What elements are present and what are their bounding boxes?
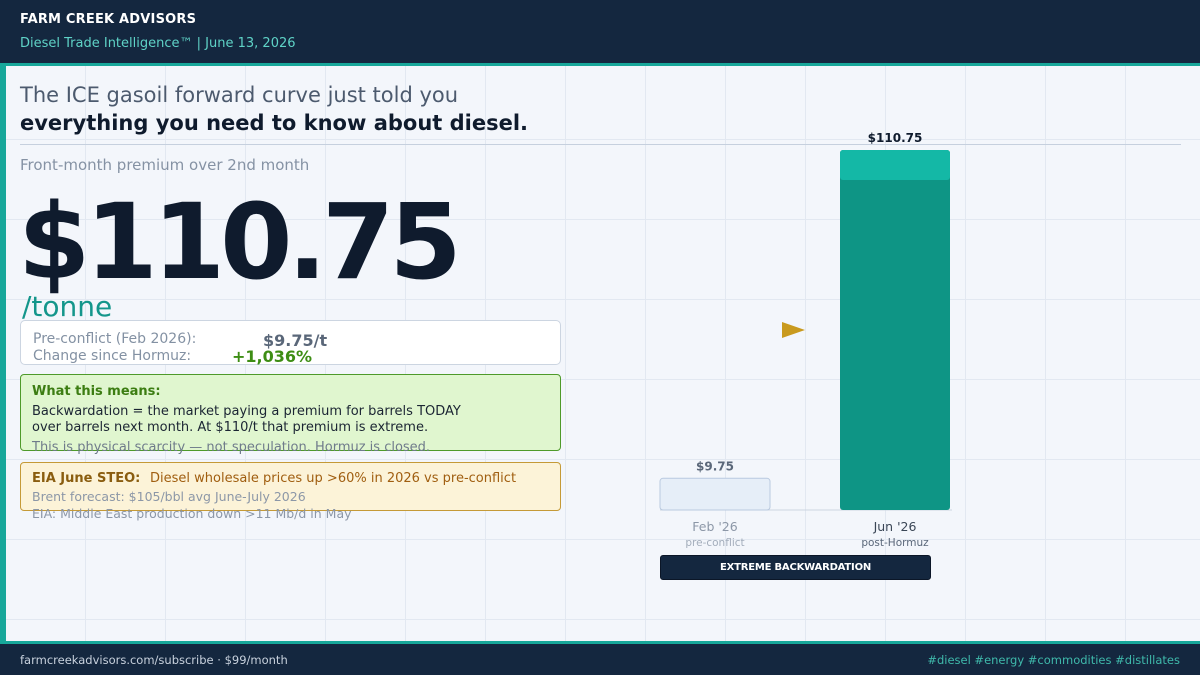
bar-1-highlight [840,150,950,180]
category-label-1: Jun '26 [873,519,917,534]
publication-date: June 13, 2026 [205,36,296,51]
bar-1 [840,150,950,510]
eia-card: EIA June STEO: Diesel wholesale prices u… [20,462,561,521]
top-accent-line [0,63,1200,66]
hero-unit: /tonne [22,290,113,323]
eia-title: EIA June STEO: [32,471,141,486]
preconflict-value: $9.75/t [263,331,328,350]
category-label-0: Feb '26 [692,519,737,534]
backwardation-bar-chart: $9.75 Feb '26 pre-conflict $110.75 Jun '26 po… [659,131,952,549]
footer-dot: · [217,653,221,667]
content-frame [0,66,1200,641]
footer-bar: farmcreekadvisors.com/subscribe · $99/mo… [0,644,1200,675]
backwardation-badge: EXTREME BACKWARDATION [660,555,931,580]
meaning-line-3: This is physical scarcity — not speculat… [32,440,431,455]
preconflict-label: Pre-conflict (Feb 2026): [33,331,197,347]
category-sublabel-1: post-Hormuz [861,537,929,549]
publication-line: Diesel Trade Intelligence™ | June 13, 20… [20,36,296,51]
footer-hashtags: #diesel #energy #commodities #distillate… [927,653,1180,667]
change-label: Change since Hormuz: [33,348,192,364]
subscribe-link[interactable]: farmcreekadvisors.com/subscribe [20,653,214,667]
divider [20,144,1181,145]
meaning-line-1: Backwardation = the market paying a prem… [32,404,461,419]
eia-line-1: Brent forecast: $105/bbl avg June-July 2… [32,489,306,504]
brand-name: FARM CREEK ADVISORS [20,12,197,27]
category-sublabel-0: pre-conflict [685,537,744,549]
hero-value: $110.75 [18,181,462,303]
eia-line-2: EIA: Middle East production down >11 Mb/… [32,506,352,521]
meaning-line-2: over barrels next month. At $110/t that … [32,420,429,435]
separator: | [196,36,202,51]
value-label-0: $9.75 [696,459,734,473]
eia-headline: Diesel wholesale prices up >60% in 2026 … [150,471,517,486]
header-bar: FARM CREEK ADVISORS Diesel Trade Intelli… [0,0,1200,63]
meaning-card: What this means: Backwardation = the mar… [20,374,561,455]
arrow-icon [782,322,805,338]
change-value: +1,036% [232,347,313,366]
publication-name: Diesel Trade Intelligence™ [20,36,193,51]
kicker-text: Front-month premium over 2nd month [20,156,310,174]
value-label-1: $110.75 [868,131,923,145]
subscription-price: $99/month [224,653,288,667]
footer-url: farmcreekadvisors.com/subscribe · $99/mo… [20,653,288,667]
meaning-title: What this means: [32,384,161,399]
headline-line-1: The ICE gasoil forward curve just told y… [20,83,459,107]
bottom-accent-line [0,641,1200,644]
headline-line-2: everything you need to know about diesel… [20,111,529,135]
bar-0 [659,477,771,511]
stats-card: Pre-conflict (Feb 2026): $9.75/t Change … [20,320,561,366]
